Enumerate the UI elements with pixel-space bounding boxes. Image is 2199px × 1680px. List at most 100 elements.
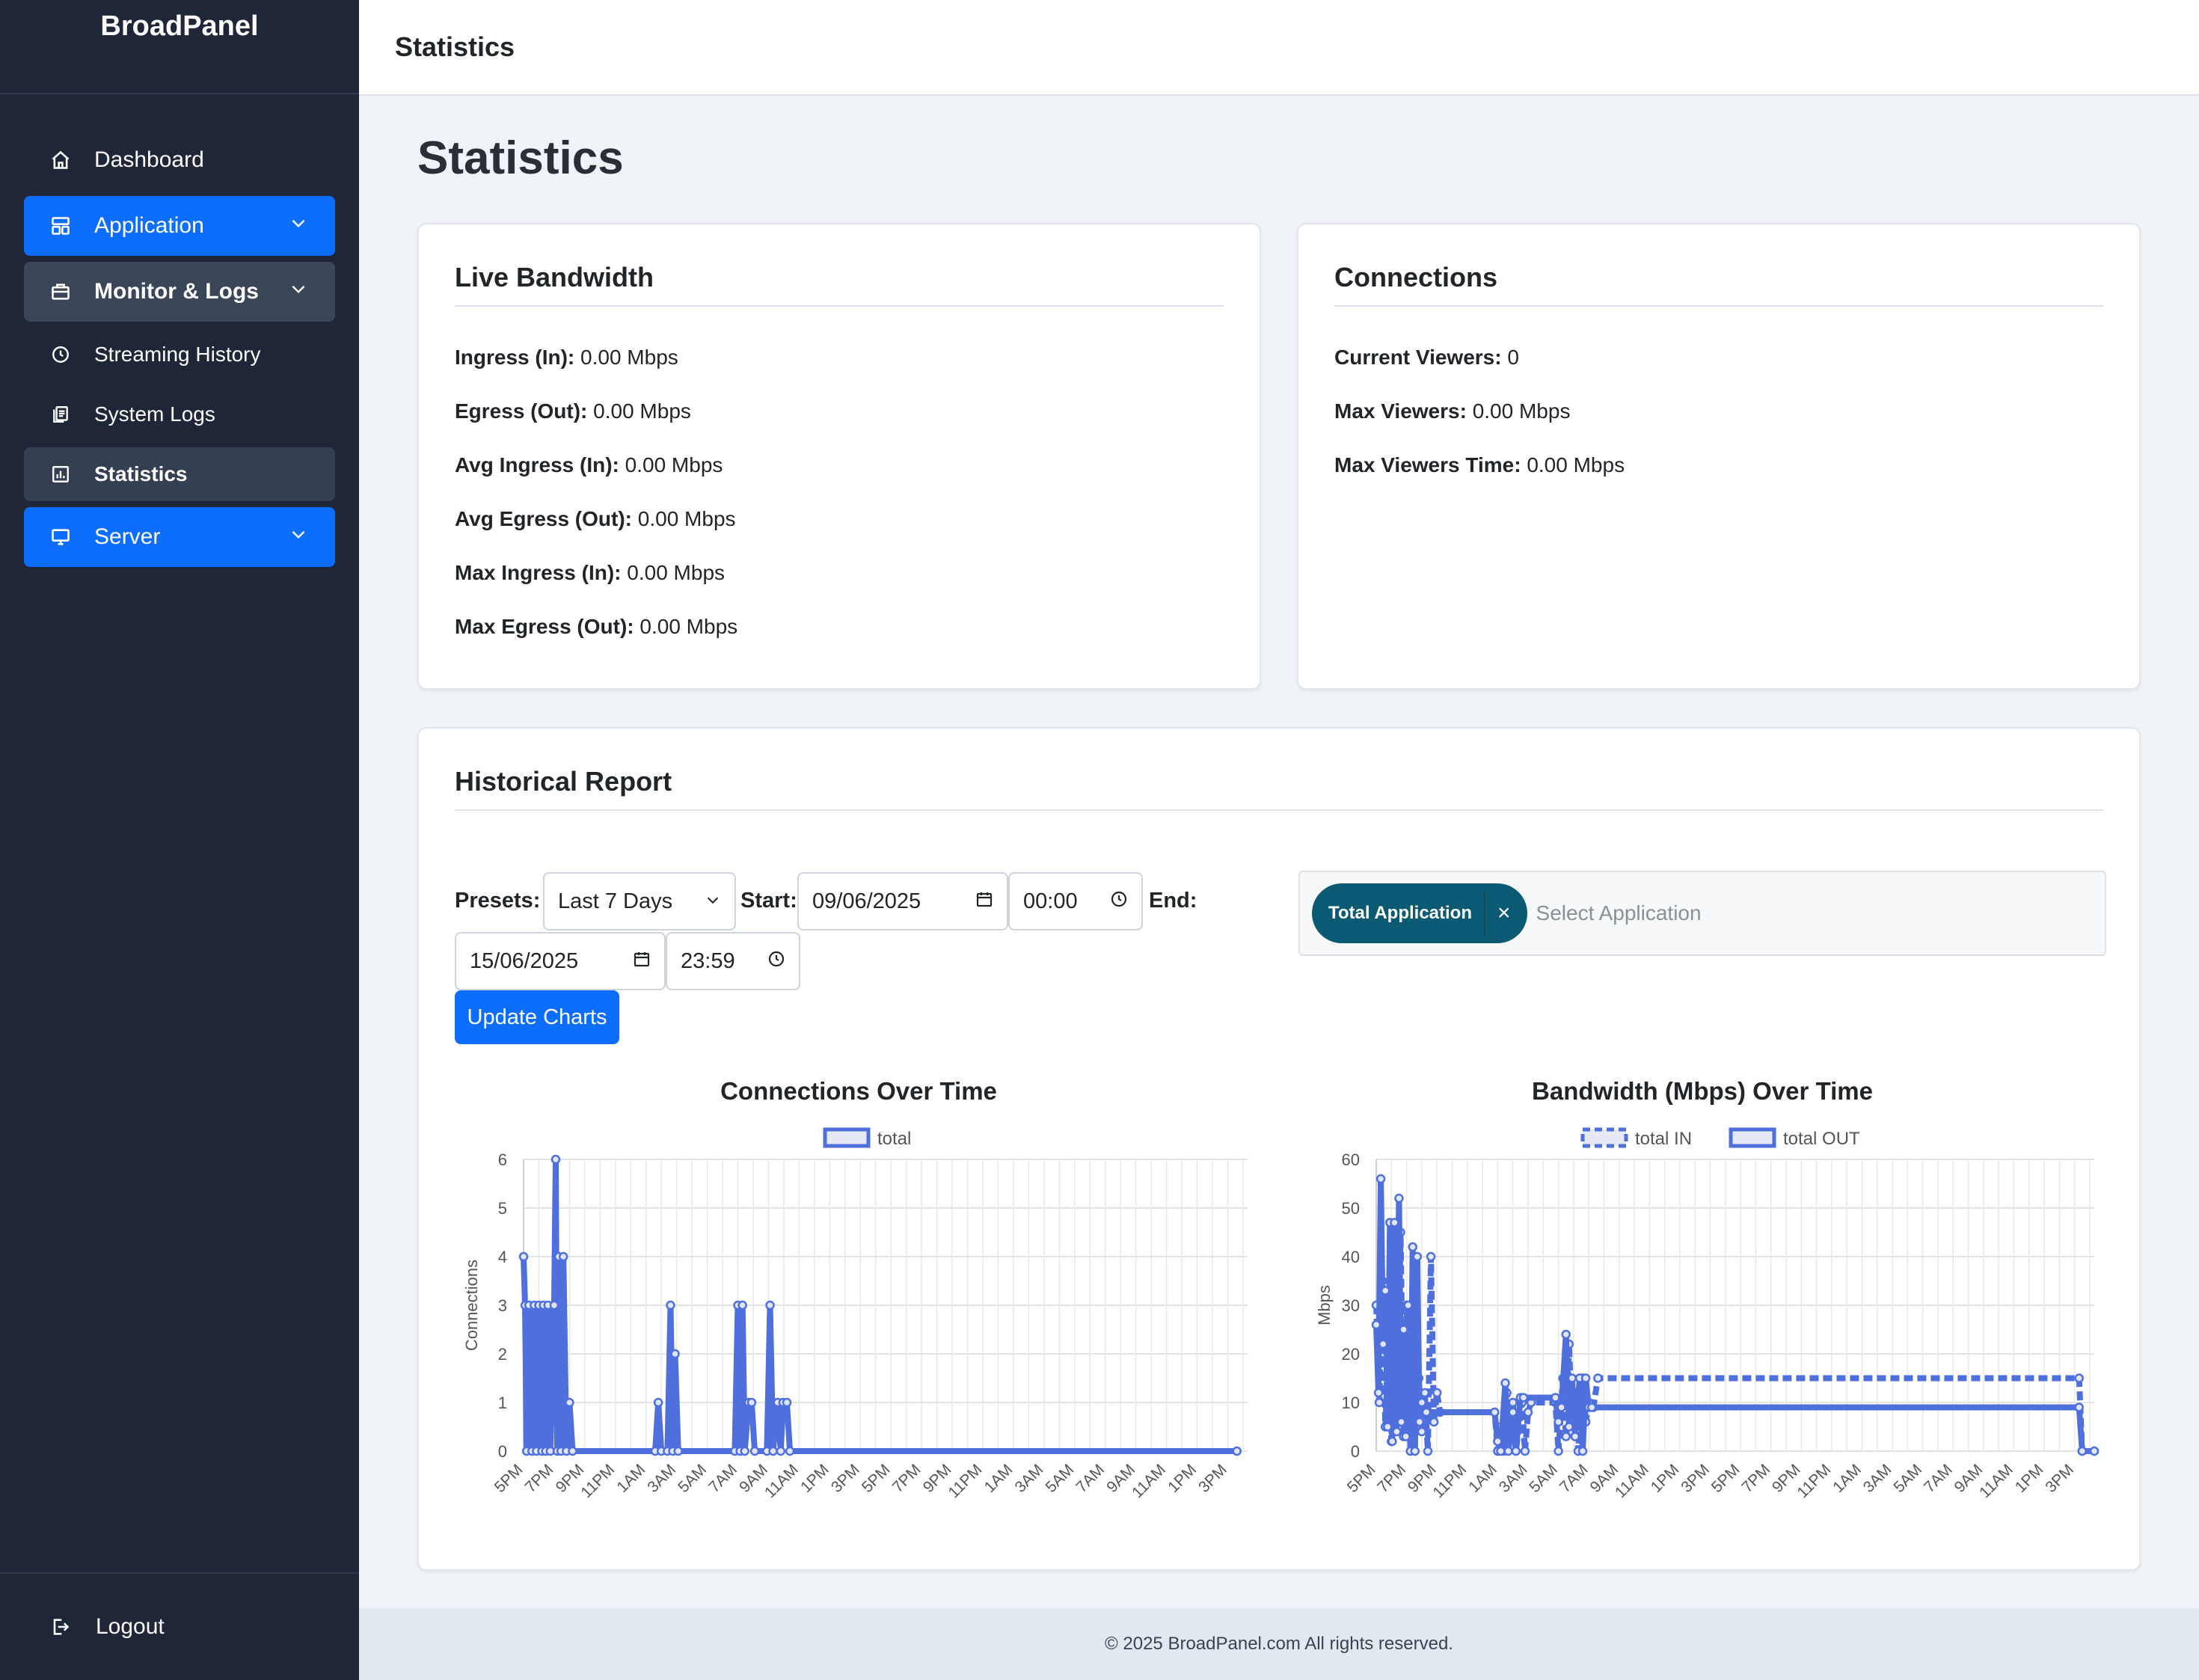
data-point xyxy=(549,1300,559,1310)
y-tick-label: 40 xyxy=(1342,1248,1360,1266)
sidebar-nav: Dashboard Application Monitor & Logs xyxy=(0,94,359,567)
x-tick-label: 3PM xyxy=(2042,1461,2077,1496)
data-point xyxy=(1554,1417,1563,1427)
bandwidth-chart-title: Bandwidth (Mbps) Over Time xyxy=(1532,1077,1873,1105)
logout-button[interactable]: Logout xyxy=(0,1572,359,1680)
presets-label: Presets: xyxy=(455,889,541,913)
x-tick-label: 11PM xyxy=(1429,1461,1470,1501)
sidebar-item-dashboard[interactable]: Dashboard xyxy=(24,130,335,190)
data-point xyxy=(749,1446,760,1456)
data-point xyxy=(1378,1339,1388,1349)
clock-icon[interactable] xyxy=(1110,889,1128,914)
calendar-icon[interactable] xyxy=(975,889,993,914)
chart-grid xyxy=(523,1159,1248,1452)
data-point xyxy=(1564,1422,1574,1432)
data-point xyxy=(782,1397,792,1408)
data-point xyxy=(2089,1446,2100,1456)
end-date-input[interactable]: 15/06/2025 xyxy=(455,932,666,990)
application-multiselect[interactable]: Total Application × Select Application xyxy=(1298,871,2106,956)
legend-swatch xyxy=(823,1127,871,1148)
data-point xyxy=(746,1397,757,1408)
y-tick-label: 0 xyxy=(498,1442,507,1461)
data-point xyxy=(1561,1329,1571,1340)
x-tick-label: 1PM xyxy=(1165,1461,1200,1496)
update-charts-button[interactable]: Update Charts xyxy=(455,990,619,1044)
data-point xyxy=(558,1251,568,1262)
x-tick-label: 11AM xyxy=(1129,1461,1169,1501)
data-point xyxy=(1420,1388,1430,1398)
clock-icon xyxy=(49,343,72,366)
footer: © 2025 BroadPanel.com All rights reserve… xyxy=(359,1608,2199,1680)
data-point xyxy=(1390,1218,1399,1227)
presets-select[interactable]: Last 7 Days xyxy=(543,872,736,931)
sidebar-item-statistics[interactable]: Statistics xyxy=(24,447,335,501)
remove-tag-button[interactable]: × xyxy=(1497,901,1511,925)
x-tick-label: 5AM xyxy=(1890,1461,1925,1496)
end-time-input[interactable]: 23:59 xyxy=(666,932,800,990)
data-point xyxy=(737,1300,747,1310)
data-point xyxy=(1380,1286,1390,1296)
data-point xyxy=(1374,1397,1384,1408)
stat-ingress: Ingress (In): 0.00 Mbps xyxy=(455,346,678,369)
selected-application-tag: Total Application × xyxy=(1312,883,1527,943)
data-point xyxy=(1520,1446,1530,1456)
x-tick-label: 3PM xyxy=(1678,1461,1713,1496)
legend-label: total OUT xyxy=(1783,1129,1860,1149)
data-point xyxy=(1503,1446,1513,1456)
sidebar-item-label: Dashboard xyxy=(94,147,204,172)
data-point xyxy=(1426,1251,1436,1262)
y-tick-label: 5 xyxy=(498,1199,507,1218)
x-tick-label: 5PM xyxy=(859,1461,894,1496)
x-tick-label: 7PM xyxy=(522,1461,557,1496)
sidebar-item-server[interactable]: Server xyxy=(24,507,335,567)
select-application-placeholder[interactable]: Select Application xyxy=(1536,901,1702,925)
start-date-input[interactable]: 09/06/2025 xyxy=(797,872,1008,931)
sidebar-item-application[interactable]: Application xyxy=(24,196,335,256)
home-icon xyxy=(49,149,72,171)
data-point xyxy=(1371,1319,1381,1330)
x-tick-label: 1AM xyxy=(981,1461,1016,1496)
data-point xyxy=(1423,1446,1433,1456)
data-point xyxy=(1417,1426,1427,1437)
y-axis-label: Mbps xyxy=(1315,1285,1334,1325)
stat-avg-ingress: Avg Ingress (In): 0.00 Mbps xyxy=(455,453,723,476)
data-point xyxy=(740,1446,749,1456)
legend-swatch xyxy=(1580,1127,1628,1148)
y-tick-label: 30 xyxy=(1342,1296,1360,1315)
stat-egress: Egress (Out): 0.00 Mbps xyxy=(455,399,691,423)
header-title: Statistics xyxy=(395,31,515,62)
sidebar-item-streaming-history[interactable]: Streaming History xyxy=(24,328,335,381)
data-point xyxy=(765,1300,775,1310)
logout-label: Logout xyxy=(96,1614,165,1639)
data-point xyxy=(1382,1422,1393,1432)
data-point xyxy=(1508,1397,1518,1408)
sidebar-item-monitor-logs[interactable]: Monitor & Logs xyxy=(24,262,335,322)
y-axis-label: Connections xyxy=(462,1260,481,1351)
sidebar-item-label: Streaming History xyxy=(94,343,261,366)
calendar-icon[interactable] xyxy=(633,949,651,974)
chevron-down-icon xyxy=(289,279,308,304)
bandwidth-chart: 01020304050605PM7PM9PM11PM1AM3AM5AM7AM9A… xyxy=(1315,1127,2100,1501)
x-tick-label: 11PM xyxy=(945,1461,986,1501)
data-point xyxy=(1410,1446,1420,1456)
data-point xyxy=(670,1349,680,1359)
brand-logo[interactable]: BroadPanel xyxy=(0,0,359,94)
data-point xyxy=(673,1446,683,1456)
data-point xyxy=(1408,1242,1417,1252)
data-point xyxy=(776,1446,786,1456)
legend-label: total IN xyxy=(1635,1129,1692,1149)
chart-legend: total IN total OUT xyxy=(1580,1127,1860,1149)
stat-max-viewers: Max Viewers: 0.00 Mbps xyxy=(1334,399,1571,423)
clock-icon[interactable] xyxy=(767,949,785,974)
x-tick-label: 7PM xyxy=(1374,1461,1409,1496)
card-title: Live Bandwidth xyxy=(455,262,654,292)
monitor-icon xyxy=(49,526,72,548)
start-label: Start: xyxy=(740,889,797,913)
data-point xyxy=(1392,1426,1402,1437)
x-tick-label: 5AM xyxy=(1526,1461,1561,1496)
y-tick-label: 6 xyxy=(498,1150,507,1169)
data-point xyxy=(1401,1432,1411,1441)
start-time-input[interactable]: 00:00 xyxy=(1008,872,1143,931)
data-point xyxy=(1567,1373,1577,1383)
sidebar-item-system-logs[interactable]: System Logs xyxy=(24,387,335,441)
